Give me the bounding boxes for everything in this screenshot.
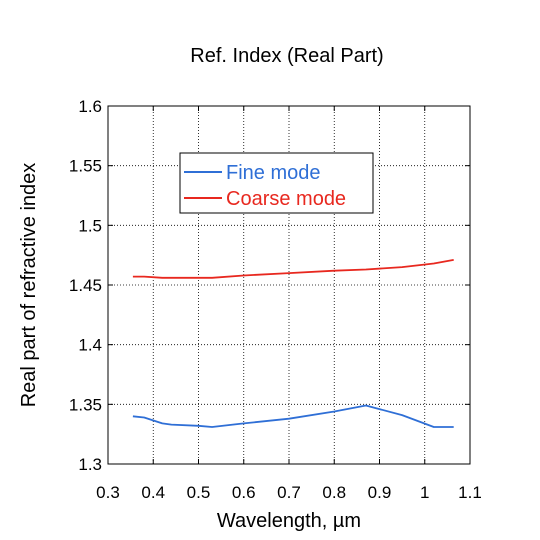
y-axis-label: Real part of refractive index — [18, 163, 40, 408]
x-tick-label: 0.7 — [277, 483, 301, 502]
x-tick-label: 0.9 — [368, 483, 392, 502]
x-tick-label: 0.8 — [322, 483, 346, 502]
y-tick-label: 1.55 — [69, 157, 102, 176]
axis-ticks: 0.3 0.4 0.5 0.6 0.7 0.8 0.9 1 1.1 1.3 1.35 1.4 1.45 1… — [69, 97, 482, 502]
legend-label-coarse-mode: Coarse mode — [226, 188, 346, 210]
x-tick-label: 0.6 — [232, 483, 256, 502]
y-tick-label: 1.4 — [78, 336, 102, 355]
legend: Fine mode Coarse mode — [179, 152, 374, 214]
y-tick-label: 1.6 — [78, 97, 102, 116]
x-tick-label: 1 — [420, 483, 429, 502]
x-tick-label: 0.4 — [141, 483, 165, 502]
legend-label-fine-mode: Fine mode — [226, 162, 321, 184]
y-tick-label: 1.35 — [69, 395, 102, 414]
x-axis-label: Wavelength, µm — [217, 510, 361, 532]
y-tick-label: 1.45 — [69, 276, 102, 295]
x-tick-label: 0.5 — [187, 483, 211, 502]
chart-title: Ref. Index (Real Part) — [190, 45, 383, 67]
series-line-fine-mode — [132, 404, 454, 428]
legend-box — [179, 152, 374, 214]
series-lines — [132, 259, 454, 428]
series-line-coarse-mode — [132, 259, 454, 279]
y-tick-label: 1.5 — [78, 216, 102, 235]
y-tick-label: 1.3 — [78, 455, 102, 474]
x-tick-label: 0.3 — [96, 483, 120, 502]
x-tick-label: 1.1 — [458, 483, 482, 502]
